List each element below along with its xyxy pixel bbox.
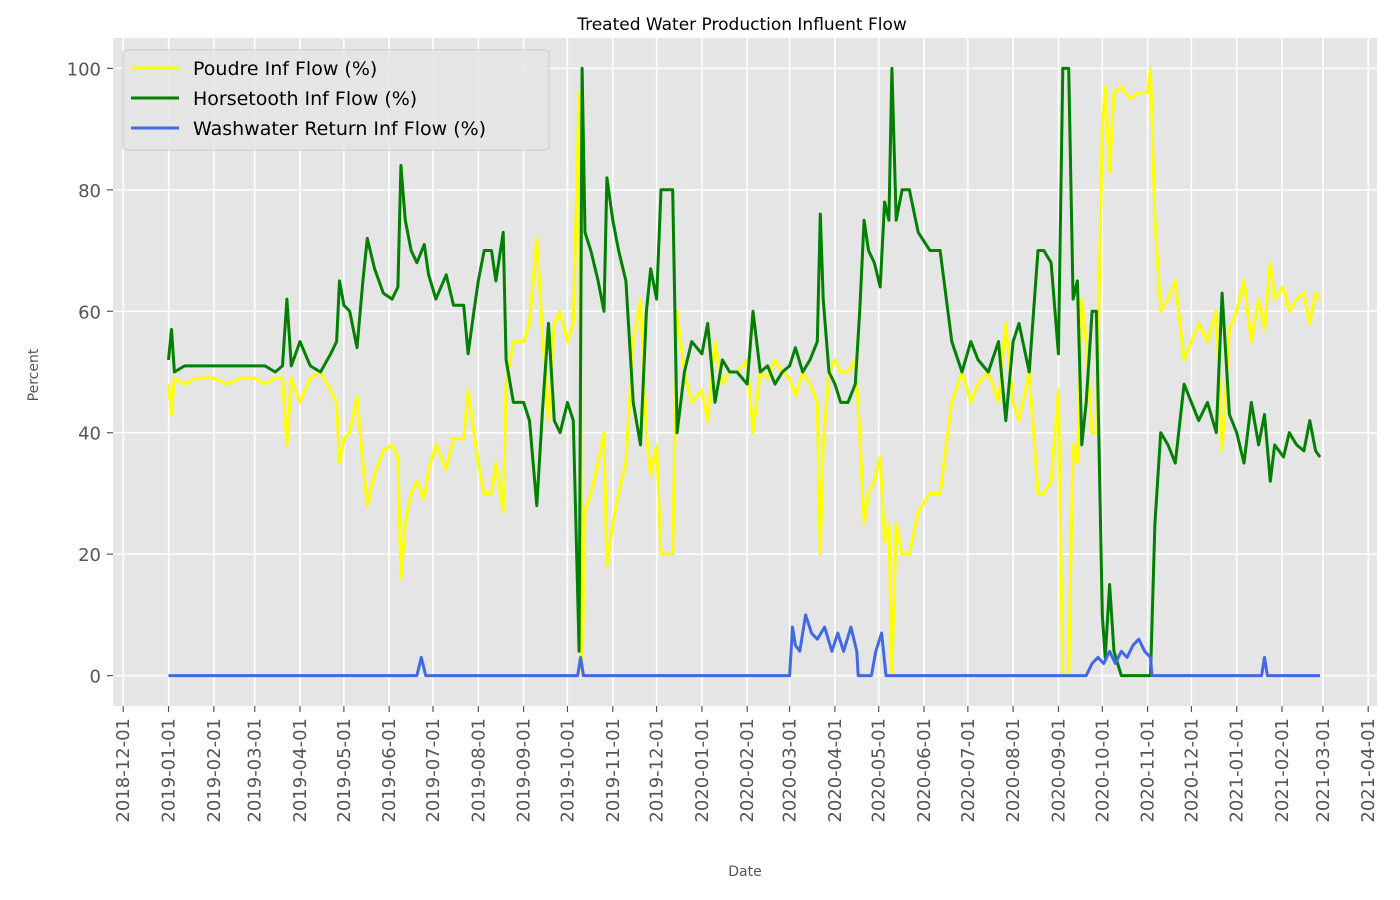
x-tick-label: 2019-12-01 <box>647 718 668 823</box>
x-tick-label: 2019-10-01 <box>557 718 578 823</box>
x-tick-label: 2021-04-01 <box>1358 718 1379 823</box>
tick-layer: 2018-12-01 2019-01-01 2019-02-01 2019-03-01… <box>67 59 1380 822</box>
series-line-1 <box>167 66 1322 678</box>
x-tick-label: 2020-11-01 <box>1138 718 1159 823</box>
x-tick-label: 2020-03-01 <box>780 718 801 823</box>
series-line-0 <box>167 66 1322 678</box>
x-tick-label: 2019-09-01 <box>514 718 535 823</box>
y-tick-label: 20 <box>78 545 101 566</box>
x-tick-label: 2019-02-01 <box>204 718 225 823</box>
series-layer <box>167 66 1322 678</box>
x-tick-label: 2020-07-01 <box>958 718 979 823</box>
x-tick-label: 2020-10-01 <box>1092 718 1113 823</box>
series-line-2 <box>168 613 1320 678</box>
x-tick-label: 2020-08-01 <box>1003 718 1024 823</box>
y-tick-label: 40 <box>78 424 101 445</box>
x-tick-label: 2019-07-01 <box>423 718 444 823</box>
y-axis-title: Percent <box>26 348 42 401</box>
y-tick-label: 100 <box>67 59 101 80</box>
y-tick-label: 60 <box>78 302 101 323</box>
chart-title: Treated Water Production Influent Flow <box>576 15 907 35</box>
x-tick-label: 2020-09-01 <box>1048 718 1069 823</box>
x-tick-label: 2019-01-01 <box>159 718 180 823</box>
legend: Poudre Inf Flow (%) Horsetooth Inf Flow (… <box>122 49 550 151</box>
x-tick-label: 2019-06-01 <box>379 718 400 823</box>
x-tick-label: 2019-08-01 <box>468 718 489 823</box>
x-tick-label: 2019-05-01 <box>334 718 355 823</box>
x-tick-label: 2020-01-01 <box>692 718 713 823</box>
x-tick-label: 2021-03-01 <box>1313 718 1334 823</box>
y-tick-label: 0 <box>90 667 101 688</box>
x-axis-title: Date <box>728 864 761 880</box>
legend-label: Washwater Return Inf Flow (%) <box>193 118 486 140</box>
x-tick-label: 2020-05-01 <box>869 718 890 823</box>
legend-label: Horsetooth Inf Flow (%) <box>193 88 417 110</box>
x-tick-label: 2020-06-01 <box>914 718 935 823</box>
y-tick-label: 80 <box>78 181 101 202</box>
x-tick-label: 2019-04-01 <box>290 718 311 823</box>
x-tick-label: 2020-02-01 <box>737 718 758 823</box>
x-tick-label: 2021-01-01 <box>1227 718 1248 823</box>
x-tick-label: 2018-12-01 <box>113 718 134 823</box>
x-tick-label: 2020-04-01 <box>825 718 846 823</box>
x-tick-label: 2020-12-01 <box>1181 718 1202 823</box>
legend-box <box>122 49 550 151</box>
x-tick-label: 2019-11-01 <box>603 718 624 823</box>
x-tick-label: 2021-02-01 <box>1272 718 1293 823</box>
x-tick-label: 2019-03-01 <box>245 718 266 823</box>
legend-label: Poudre Inf Flow (%) <box>193 58 377 80</box>
